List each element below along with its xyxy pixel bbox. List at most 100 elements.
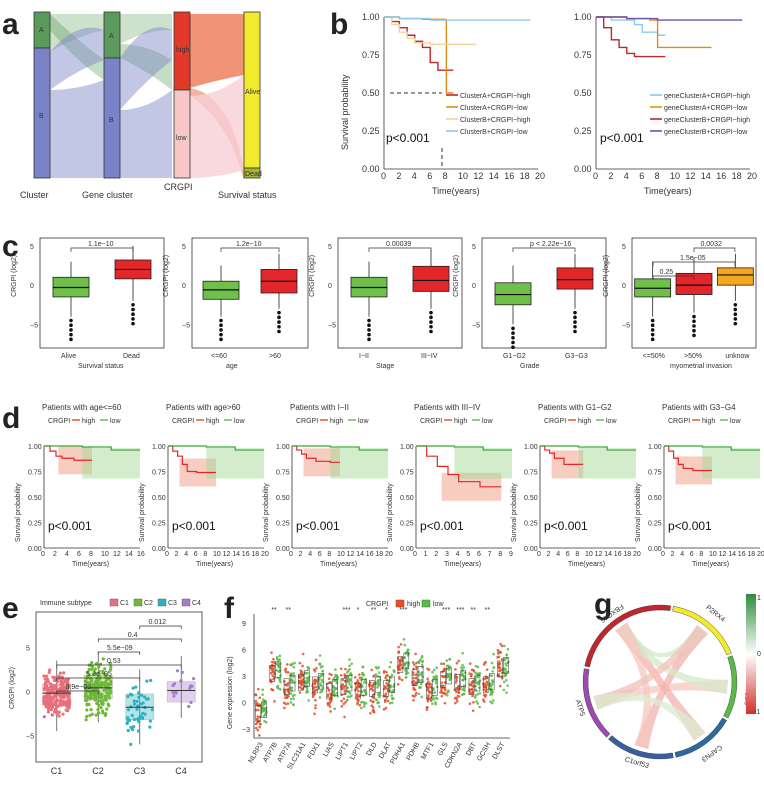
f-point — [389, 661, 393, 664]
f-point — [371, 705, 375, 709]
f-point — [500, 677, 504, 680]
e-point — [141, 701, 145, 705]
d-plot-1-y-tick: 0.50 — [152, 495, 166, 502]
f-point — [492, 666, 496, 669]
f-point — [370, 668, 374, 672]
f-point — [404, 669, 407, 672]
b-right-legend-item: geneClusterA+CRGPI−low — [664, 105, 748, 112]
f-point — [382, 687, 386, 691]
e-point — [88, 681, 92, 685]
f-point — [274, 668, 278, 672]
f-point — [428, 690, 431, 694]
f-gene-label: GCSH — [476, 742, 492, 763]
e-point — [48, 682, 53, 686]
f-point — [358, 676, 362, 680]
f-point — [462, 684, 466, 688]
f-point — [298, 685, 302, 689]
d-high-curve — [664, 445, 712, 472]
c-bracket — [220, 247, 280, 252]
e-point — [101, 709, 105, 713]
f-point — [414, 652, 417, 656]
e-point — [142, 695, 147, 699]
d-plot-4-x-tick: 2 — [547, 551, 551, 558]
f-point — [314, 706, 317, 710]
f-point — [478, 692, 482, 695]
e-group-label: C1 — [51, 766, 63, 776]
c-outlier — [650, 323, 655, 328]
f-point — [311, 695, 315, 699]
d-plot-4-x-tick: 14 — [604, 551, 612, 558]
d-legend-title: CRGPI — [172, 418, 194, 425]
b-right-y-tick: 1.00 — [574, 12, 592, 22]
f-point — [348, 683, 352, 686]
c-box — [716, 267, 754, 286]
d-plot-4-y-tick: 0.25 — [524, 521, 538, 528]
d-legend-low: low — [234, 418, 245, 425]
f-point — [434, 702, 438, 706]
f-point — [283, 706, 286, 710]
f-point — [254, 699, 258, 703]
e-bracket — [56, 690, 99, 694]
c-outlier — [69, 332, 73, 337]
c-outlier — [692, 328, 696, 333]
f-point — [431, 670, 434, 674]
f-point — [456, 694, 460, 698]
f-point — [406, 651, 409, 654]
crgpi-node-high-label: high — [176, 47, 189, 54]
d-plot-3-x-tick: 9 — [509, 551, 513, 558]
f-point — [433, 691, 437, 694]
f-point — [440, 662, 443, 666]
f-signif: *** — [442, 607, 450, 614]
d-low-band — [330, 448, 388, 479]
e-point — [106, 676, 110, 680]
f-point — [459, 666, 463, 669]
e-point — [47, 689, 51, 693]
f-point — [448, 678, 452, 681]
f-box — [468, 678, 475, 695]
f-point — [348, 658, 351, 661]
d-plot-3-x-tick: 5 — [466, 551, 470, 558]
f-point — [429, 685, 433, 689]
f-point — [277, 658, 280, 662]
f-box — [474, 674, 481, 692]
d-plot-5-y-tick: 0.50 — [648, 495, 662, 502]
f-point — [434, 681, 438, 685]
d-ylabel: Survival probability — [635, 483, 642, 542]
e-point — [132, 725, 136, 729]
d-plot-4-x-tick: 16 — [614, 551, 622, 558]
e-point — [54, 709, 59, 713]
e-point — [49, 695, 53, 699]
e-bracket — [56, 664, 182, 668]
f-point — [275, 655, 279, 659]
e-point — [62, 694, 66, 698]
f-gene-label: LIPT1 — [335, 741, 350, 761]
d-plot-0-y-tick: 0.00 — [28, 546, 42, 553]
c-outlier — [733, 321, 738, 326]
f-point — [474, 694, 477, 697]
f-point — [414, 691, 418, 695]
e-point — [180, 670, 184, 674]
f-point — [456, 686, 459, 690]
f-point — [397, 645, 400, 649]
f-point — [414, 681, 417, 685]
panel-f-legend-low-swatch — [421, 599, 431, 608]
e-point — [102, 698, 106, 702]
f-point — [377, 695, 381, 699]
f-point — [300, 683, 304, 686]
f-box — [432, 679, 438, 696]
e-point — [84, 718, 88, 722]
f-point — [318, 663, 322, 666]
f-point — [319, 666, 323, 669]
d-title: Patients with age<=60 — [42, 403, 122, 412]
d-low-band — [578, 448, 636, 479]
e-point — [53, 678, 57, 683]
crgpi-node-low-label: low — [176, 135, 187, 142]
f-point — [289, 663, 292, 667]
e-bracket-label: 0.53 — [107, 658, 121, 665]
d-plot-3-y-tick: 1.00 — [400, 444, 414, 451]
e-point — [100, 694, 104, 698]
f-point — [454, 690, 458, 694]
d-high-curve — [416, 445, 502, 488]
f-point — [447, 690, 450, 693]
